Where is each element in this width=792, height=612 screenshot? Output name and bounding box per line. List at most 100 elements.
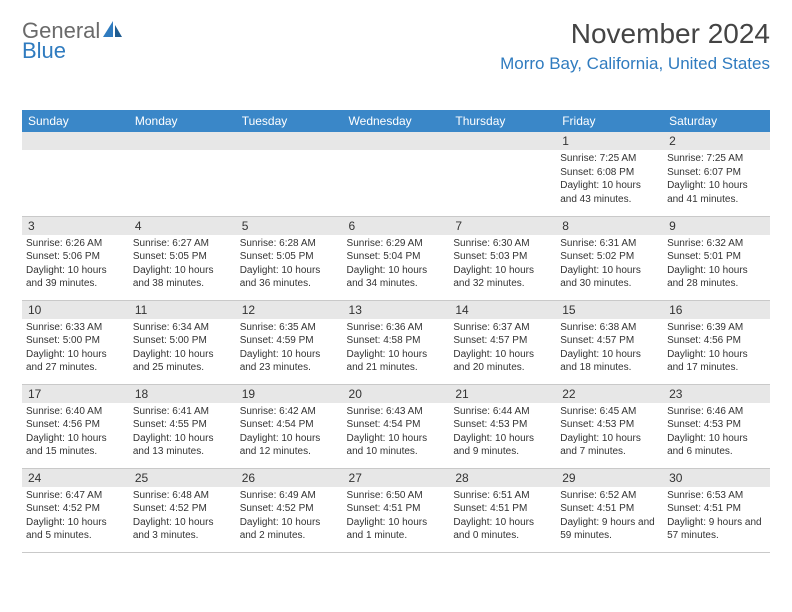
sunset-text: Sunset: 4:52 PM [133,502,232,516]
sunrise-text: Sunrise: 6:45 AM [560,405,659,419]
calendar-cell [129,132,236,216]
sunset-text: Sunset: 5:05 PM [133,250,232,264]
calendar-cell [343,132,450,216]
day-number: 15 [556,301,663,319]
sunrise-text: Sunrise: 6:50 AM [347,489,446,503]
day-details: Sunrise: 7:25 AMSunset: 6:08 PMDaylight:… [556,150,663,210]
calendar-cell: 27Sunrise: 6:50 AMSunset: 4:51 PMDayligh… [343,468,450,552]
day-number: 7 [449,217,556,235]
day-details: Sunrise: 6:35 AMSunset: 4:59 PMDaylight:… [236,319,343,379]
sunset-text: Sunset: 4:59 PM [240,334,339,348]
sunset-text: Sunset: 4:54 PM [240,418,339,432]
day-details: Sunrise: 6:32 AMSunset: 5:01 PMDaylight:… [663,235,770,295]
sunrise-text: Sunrise: 6:34 AM [133,321,232,335]
daylight-text: Daylight: 10 hours and 10 minutes. [347,432,446,459]
sunrise-text: Sunrise: 6:37 AM [453,321,552,335]
calendar-cell: 7Sunrise: 6:30 AMSunset: 5:03 PMDaylight… [449,216,556,300]
dow-monday: Monday [129,110,236,132]
daylight-text: Daylight: 10 hours and 20 minutes. [453,348,552,375]
daylight-text: Daylight: 10 hours and 43 minutes. [560,179,659,206]
day-number: 3 [22,217,129,235]
day-details: Sunrise: 6:27 AMSunset: 5:05 PMDaylight:… [129,235,236,295]
daylight-text: Daylight: 10 hours and 17 minutes. [667,348,766,375]
daylight-text: Daylight: 10 hours and 25 minutes. [133,348,232,375]
calendar-cell: 24Sunrise: 6:47 AMSunset: 4:52 PMDayligh… [22,468,129,552]
calendar-cell: 12Sunrise: 6:35 AMSunset: 4:59 PMDayligh… [236,300,343,384]
calendar-cell: 9Sunrise: 6:32 AMSunset: 5:01 PMDaylight… [663,216,770,300]
dow-thursday: Thursday [449,110,556,132]
daylight-text: Daylight: 10 hours and 18 minutes. [560,348,659,375]
calendar-cell: 28Sunrise: 6:51 AMSunset: 4:51 PMDayligh… [449,468,556,552]
calendar-body: 1Sunrise: 7:25 AMSunset: 6:08 PMDaylight… [22,132,770,552]
daylight-text: Daylight: 10 hours and 34 minutes. [347,264,446,291]
day-details: Sunrise: 6:28 AMSunset: 5:05 PMDaylight:… [236,235,343,295]
day-details: Sunrise: 6:48 AMSunset: 4:52 PMDaylight:… [129,487,236,547]
daylight-text: Daylight: 10 hours and 28 minutes. [667,264,766,291]
day-number: 18 [129,385,236,403]
daylight-text: Daylight: 10 hours and 30 minutes. [560,264,659,291]
day-details: Sunrise: 6:50 AMSunset: 4:51 PMDaylight:… [343,487,450,547]
calendar-cell: 29Sunrise: 6:52 AMSunset: 4:51 PMDayligh… [556,468,663,552]
day-number: 24 [22,469,129,487]
sunrise-text: Sunrise: 6:30 AM [453,237,552,251]
day-details: Sunrise: 6:52 AMSunset: 4:51 PMDaylight:… [556,487,663,547]
sunrise-text: Sunrise: 6:47 AM [26,489,125,503]
daylight-text: Daylight: 10 hours and 3 minutes. [133,516,232,543]
daylight-text: Daylight: 10 hours and 39 minutes. [26,264,125,291]
day-number: 27 [343,469,450,487]
day-number: 14 [449,301,556,319]
sunset-text: Sunset: 4:55 PM [133,418,232,432]
day-number: 29 [556,469,663,487]
day-number: 20 [343,385,450,403]
day-details: Sunrise: 6:34 AMSunset: 5:00 PMDaylight:… [129,319,236,379]
calendar-cell: 4Sunrise: 6:27 AMSunset: 5:05 PMDaylight… [129,216,236,300]
day-details: Sunrise: 6:42 AMSunset: 4:54 PMDaylight:… [236,403,343,463]
calendar-cell: 8Sunrise: 6:31 AMSunset: 5:02 PMDaylight… [556,216,663,300]
sunrise-text: Sunrise: 7:25 AM [560,152,659,166]
calendar-cell: 13Sunrise: 6:36 AMSunset: 4:58 PMDayligh… [343,300,450,384]
day-details: Sunrise: 7:25 AMSunset: 6:07 PMDaylight:… [663,150,770,210]
daylight-text: Daylight: 10 hours and 27 minutes. [26,348,125,375]
day-number: 2 [663,132,770,150]
sunset-text: Sunset: 4:56 PM [667,334,766,348]
sunrise-text: Sunrise: 6:44 AM [453,405,552,419]
sunrise-text: Sunrise: 6:48 AM [133,489,232,503]
sunrise-text: Sunrise: 6:38 AM [560,321,659,335]
calendar-table: Sunday Monday Tuesday Wednesday Thursday… [22,110,770,553]
dow-tuesday: Tuesday [236,110,343,132]
calendar-cell [22,132,129,216]
calendar-cell: 16Sunrise: 6:39 AMSunset: 4:56 PMDayligh… [663,300,770,384]
day-number [129,132,236,150]
daylight-text: Daylight: 9 hours and 59 minutes. [560,516,659,543]
sunrise-text: Sunrise: 6:39 AM [667,321,766,335]
day-details: Sunrise: 6:26 AMSunset: 5:06 PMDaylight:… [22,235,129,295]
day-number: 23 [663,385,770,403]
calendar-cell: 17Sunrise: 6:40 AMSunset: 4:56 PMDayligh… [22,384,129,468]
daylight-text: Daylight: 10 hours and 23 minutes. [240,348,339,375]
daylight-text: Daylight: 10 hours and 41 minutes. [667,179,766,206]
calendar-week-row: 1Sunrise: 7:25 AMSunset: 6:08 PMDaylight… [22,132,770,216]
sunset-text: Sunset: 4:53 PM [667,418,766,432]
calendar-cell [449,132,556,216]
month-title: November 2024 [500,18,770,50]
calendar-cell: 6Sunrise: 6:29 AMSunset: 5:04 PMDaylight… [343,216,450,300]
sunrise-text: Sunrise: 6:49 AM [240,489,339,503]
sunrise-text: Sunrise: 6:42 AM [240,405,339,419]
day-number: 11 [129,301,236,319]
sunset-text: Sunset: 5:03 PM [453,250,552,264]
daylight-text: Daylight: 10 hours and 0 minutes. [453,516,552,543]
daylight-text: Daylight: 10 hours and 7 minutes. [560,432,659,459]
sunset-text: Sunset: 5:00 PM [26,334,125,348]
sunrise-text: Sunrise: 6:51 AM [453,489,552,503]
sunset-text: Sunset: 4:51 PM [347,502,446,516]
sunset-text: Sunset: 6:07 PM [667,166,766,180]
day-number: 9 [663,217,770,235]
day-number: 19 [236,385,343,403]
calendar-cell: 14Sunrise: 6:37 AMSunset: 4:57 PMDayligh… [449,300,556,384]
sunset-text: Sunset: 5:00 PM [133,334,232,348]
day-details: Sunrise: 6:38 AMSunset: 4:57 PMDaylight:… [556,319,663,379]
calendar-cell: 26Sunrise: 6:49 AMSunset: 4:52 PMDayligh… [236,468,343,552]
sunset-text: Sunset: 4:51 PM [453,502,552,516]
dow-friday: Friday [556,110,663,132]
daylight-text: Daylight: 10 hours and 1 minute. [347,516,446,543]
